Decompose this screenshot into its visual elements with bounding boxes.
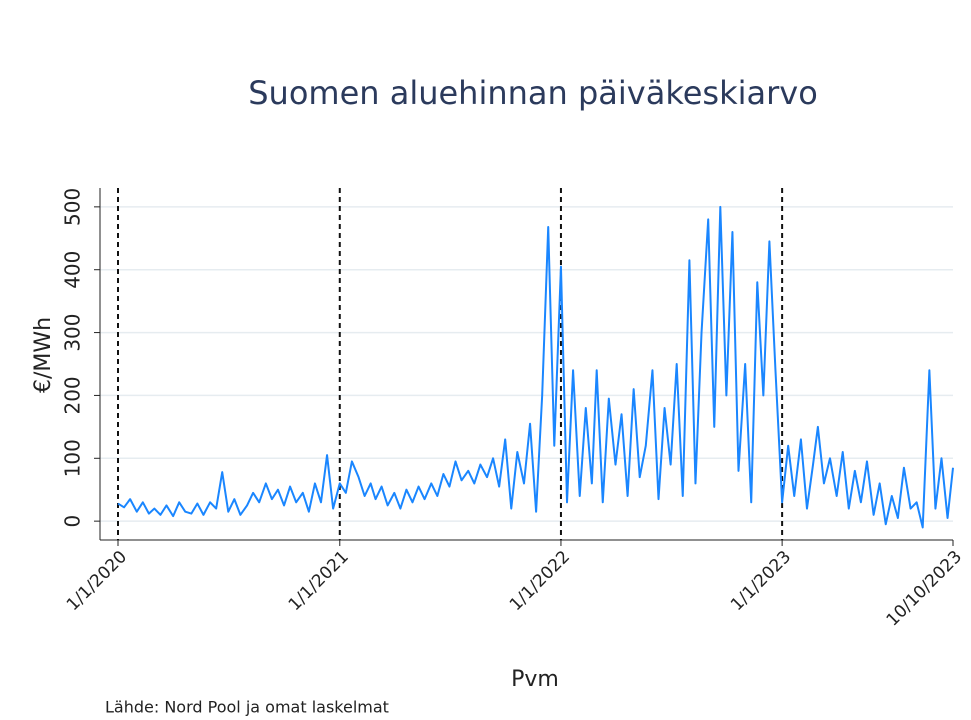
y-axis-label: €/MWh	[31, 317, 56, 393]
source-note: Lähde: Nord Pool ja omat laskelmat	[105, 698, 389, 717]
y-tick-label: 300	[61, 313, 85, 351]
x-tick-label: 1/1/2023	[727, 547, 795, 615]
x-axis-label: Pvm	[511, 667, 559, 692]
y-tick-label: 200	[61, 376, 85, 414]
y-tick-label: 0	[61, 515, 85, 528]
y-tick-label: 500	[61, 188, 85, 226]
x-tick-label: 1/1/2020	[63, 547, 131, 615]
y-tick-label: 400	[61, 251, 85, 289]
x-tick-label: 10/10/2023	[883, 547, 966, 630]
x-tick-label: 1/1/2021	[285, 547, 353, 615]
y-tick-label: 100	[61, 439, 85, 477]
x-tick-label: 1/1/2022	[506, 547, 574, 615]
chart-title: Suomen aluehinnan päiväkeskiarvo	[248, 74, 818, 112]
price-line	[117, 205, 954, 529]
